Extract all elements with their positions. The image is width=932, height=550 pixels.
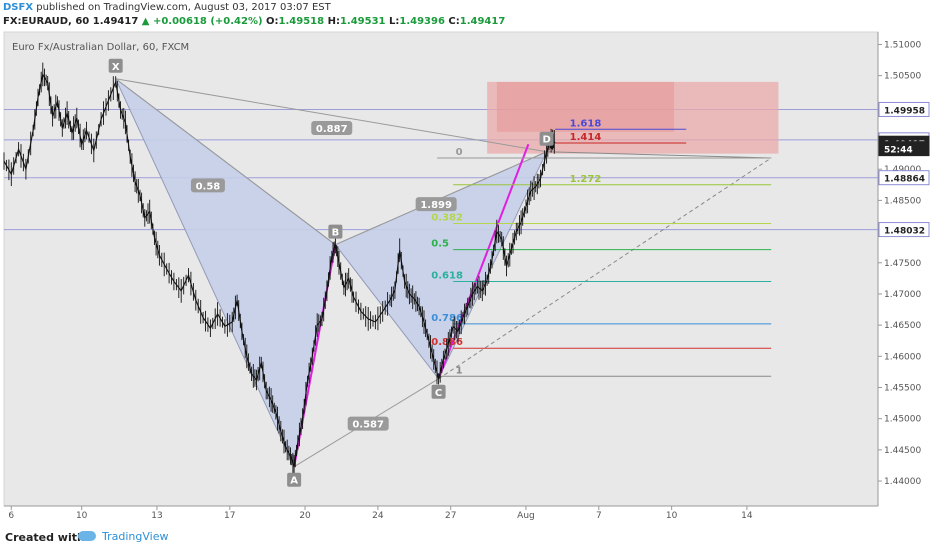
ratio-label: 0.587 bbox=[352, 420, 384, 431]
price-badge-label: 1.48032 bbox=[884, 227, 925, 237]
prz-zone-inner bbox=[496, 81, 675, 132]
ratio-badge bbox=[190, 178, 225, 193]
fib-label: 1.618 bbox=[570, 118, 602, 129]
x-tick-label: 10 bbox=[666, 511, 678, 521]
low-label: L: bbox=[388, 16, 400, 27]
publish-line: DSFX published on TradingView.com, Augus… bbox=[3, 2, 331, 13]
point-label: B bbox=[332, 228, 340, 239]
open-label: O: bbox=[266, 16, 279, 27]
open-value: 1.49518 bbox=[278, 16, 325, 27]
x-tick-label: 24 bbox=[372, 511, 384, 521]
pattern-labels-layer: 0.887 0.58 1.899 0.587 X A B C D bbox=[108, 58, 554, 487]
point-label: A bbox=[290, 476, 298, 487]
fib-label: 0.618 bbox=[431, 270, 463, 281]
y-tick-label: 1.50500 bbox=[884, 72, 921, 82]
fib-label: 1 bbox=[456, 365, 463, 376]
point-label: X bbox=[112, 62, 120, 73]
y-tick-label: 1.45000 bbox=[884, 415, 921, 425]
tradingview-cloud-icon bbox=[78, 531, 96, 541]
y-tick-label: 1.51000 bbox=[884, 40, 921, 50]
price-badge-label: 52:44 bbox=[884, 146, 913, 156]
ratio-label: 1.899 bbox=[420, 200, 452, 211]
x-tick-label: 6 bbox=[8, 511, 14, 521]
symbol-label: FX:EURAUD, 60 bbox=[3, 16, 90, 27]
ratio-badge bbox=[415, 197, 457, 212]
point-badge bbox=[539, 131, 554, 146]
axes-layer: 1.510001.505001.500001.495001.490001.485… bbox=[4, 32, 930, 521]
tradingview-brand: TradingView bbox=[102, 530, 169, 543]
xd-line bbox=[115, 78, 547, 153]
point-badge bbox=[287, 472, 302, 487]
x-tick-label: 17 bbox=[224, 511, 235, 521]
x-tick-label: 20 bbox=[299, 511, 311, 521]
close-label: C: bbox=[448, 16, 460, 27]
price-path-layer bbox=[3, 62, 556, 479]
publish-header: DSFX published on TradingView.com, Augus… bbox=[0, 0, 932, 30]
price-chart[interactable]: Euro Fx/Australian Dollar, 60, FXCM 0 1.6… bbox=[0, 30, 932, 524]
close-value: 1.49417 bbox=[459, 16, 506, 27]
last-price: 1.49417 bbox=[92, 16, 139, 27]
fib-label: 0.382 bbox=[431, 212, 463, 223]
price-badge bbox=[878, 170, 930, 186]
fib-label: 1.272 bbox=[570, 174, 602, 185]
price-badge bbox=[878, 101, 930, 117]
price-badge bbox=[878, 141, 930, 157]
published-text: published on TradingView.com, August 03,… bbox=[36, 2, 331, 13]
y-tick-label: 1.47000 bbox=[884, 290, 921, 300]
point-label: D bbox=[542, 135, 550, 146]
price-change: ▲ +0.00618 (+0.42%) bbox=[141, 16, 263, 27]
point-badge bbox=[431, 384, 446, 399]
y-tick-label: 1.46000 bbox=[884, 352, 921, 362]
fib-label: 1.414 bbox=[570, 132, 602, 143]
price-badge-label: 1.49958 bbox=[884, 106, 925, 116]
y-tick-label: 1.46500 bbox=[884, 321, 921, 331]
fib-label: 0.5 bbox=[431, 239, 449, 250]
y-tick-label: 1.44500 bbox=[884, 446, 921, 456]
tradingview-logo[interactable]: TradingView bbox=[78, 530, 168, 543]
x-tick-label: 7 bbox=[596, 511, 602, 521]
price-badge-label: 1.48864 bbox=[884, 175, 925, 185]
ratio-badge bbox=[311, 121, 353, 136]
y-tick-label: 1.47500 bbox=[884, 259, 921, 269]
ratio-badge bbox=[347, 416, 389, 431]
x-tick-label: Aug bbox=[517, 511, 535, 521]
high-value: 1.49531 bbox=[339, 16, 386, 27]
point-badge bbox=[108, 58, 123, 73]
ratio-label: 0.887 bbox=[316, 124, 348, 135]
author-name[interactable]: DSFX bbox=[3, 2, 34, 13]
low-value: 1.49396 bbox=[399, 16, 445, 27]
projection-dashed-line bbox=[438, 157, 772, 380]
xb-line bbox=[115, 78, 336, 246]
fib-label: 0 bbox=[456, 147, 463, 158]
candle-wicks bbox=[3, 62, 555, 479]
footer: Created with TradingView bbox=[0, 524, 932, 550]
y-tick-label: 1.48500 bbox=[884, 196, 921, 206]
chart-title: Euro Fx/Australian Dollar, 60, FXCM bbox=[12, 42, 189, 53]
symbol-ohlc-line: FX:EURAUD, 60 1.49417 ▲ +0.00618 (+0.42%… bbox=[3, 16, 505, 27]
d-extension-line bbox=[546, 151, 772, 159]
ratio-label: 0.58 bbox=[196, 181, 221, 192]
x-tick-label: 10 bbox=[76, 511, 88, 521]
x-tick-label: 14 bbox=[741, 511, 753, 521]
fib-label: 0.786 bbox=[431, 313, 463, 324]
y-tick-label: 1.44000 bbox=[884, 477, 921, 487]
target-zone-layer bbox=[487, 81, 779, 154]
cd-measure-leg bbox=[437, 143, 530, 380]
point-label: C bbox=[435, 388, 442, 399]
x-tick-label: 13 bbox=[151, 511, 162, 521]
x-tick-label: 27 bbox=[445, 511, 456, 521]
created-with-text: Created with bbox=[5, 531, 85, 544]
point-badge bbox=[328, 224, 343, 239]
high-label: H: bbox=[327, 16, 340, 27]
price-badge bbox=[878, 222, 930, 238]
y-tick-label: 1.45500 bbox=[884, 384, 921, 394]
